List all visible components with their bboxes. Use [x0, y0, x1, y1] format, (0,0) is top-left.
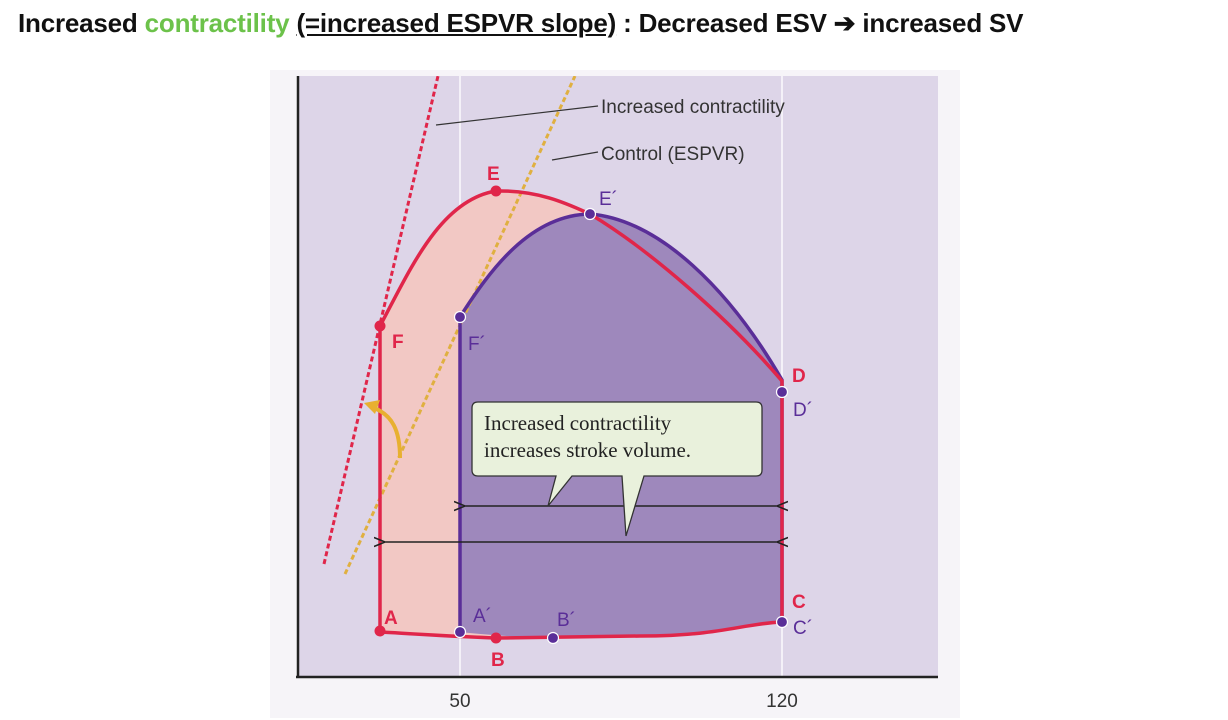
label-c: C: [792, 592, 806, 613]
x-tick-50: 50: [449, 691, 470, 712]
label-a2: A´: [473, 606, 492, 627]
point-a: [374, 625, 386, 637]
headline-contractility: contractility: [144, 8, 290, 38]
label-f: F: [392, 332, 404, 353]
callout-line1: Increased contractility: [484, 411, 672, 435]
shift-arrow-head-icon: [364, 400, 380, 414]
callout-line2: increases stroke volume.: [484, 438, 691, 462]
point-f: [374, 320, 386, 332]
leader-control: [551, 151, 599, 161]
point-a2: [453, 625, 467, 639]
point-e2: [583, 207, 597, 221]
point-f2: [453, 310, 467, 324]
label-b: B: [491, 650, 505, 671]
headline-espvr-slope: (=increased ESPVR slope): [296, 8, 617, 38]
headline-part1: Increased: [18, 8, 145, 38]
x-tick-120: 120: [766, 691, 798, 712]
shift-arrow: [373, 406, 402, 459]
label-d: D: [792, 366, 806, 387]
label-b2: B´: [557, 610, 576, 631]
label-f2: F´: [468, 334, 486, 355]
label-increased-contractility: Increased contractility: [601, 97, 785, 118]
point-b: [490, 632, 502, 644]
point-b2: [546, 631, 560, 645]
increased-loop-outline: [458, 212, 784, 632]
label-d2: D´: [793, 400, 813, 421]
control-loop-outline: [378, 189, 784, 640]
leader-increased: [435, 105, 599, 126]
headline-part5: : Decreased ESV: [616, 8, 834, 38]
point-d2: [775, 385, 789, 399]
headline: Increased contractility (=increased ESPV…: [18, 8, 1024, 39]
label-c2: C´: [793, 618, 813, 639]
point-e: [490, 185, 502, 197]
callout-box: [471, 401, 763, 537]
label-a: A: [384, 608, 398, 629]
label-e: E: [487, 164, 500, 185]
increased-espvr-line: [322, 76, 440, 565]
headline-part6: increased SV: [855, 8, 1024, 38]
arrow-right-icon: ➔: [833, 8, 856, 38]
label-e2: E´: [599, 189, 618, 210]
label-control-espvr: Control (ESPVR): [601, 144, 745, 165]
point-c2: [775, 615, 789, 629]
